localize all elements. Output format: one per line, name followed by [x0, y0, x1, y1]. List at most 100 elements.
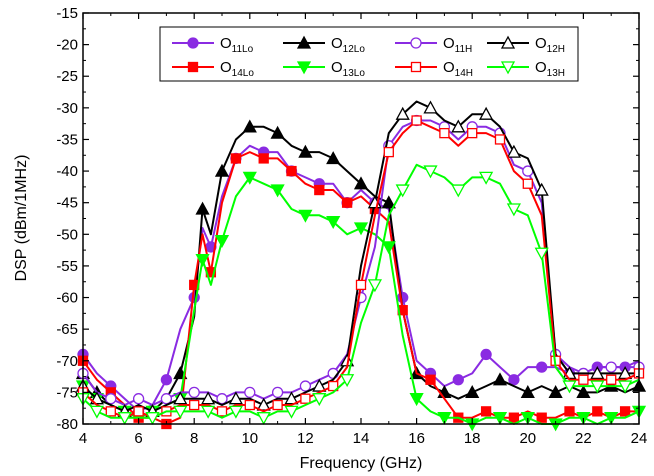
data-point — [270, 125, 285, 139]
data-point — [520, 385, 535, 399]
data-point — [590, 380, 605, 394]
x-tick-label: 20 — [519, 430, 536, 447]
data-point — [284, 391, 299, 405]
data-point — [508, 412, 520, 423]
x-axis-title: Frequency (GHz) — [300, 455, 423, 472]
legend-marker — [296, 35, 312, 49]
legend-marker — [500, 35, 516, 49]
data-point — [492, 372, 508, 386]
data-point — [173, 391, 188, 405]
x-tick-label: 24 — [631, 430, 648, 447]
data-point — [326, 216, 341, 230]
data-point — [340, 374, 355, 388]
data-point — [353, 222, 369, 236]
data-point — [606, 374, 617, 385]
data-point — [188, 386, 200, 399]
y-tick-label: -70 — [56, 353, 78, 370]
data-point — [508, 374, 520, 386]
y-tick-label: -45 — [56, 195, 78, 212]
legend-item-O14Lo: O14Lo — [172, 59, 254, 79]
data-point — [117, 412, 132, 426]
legend-label: O13Lo — [331, 59, 365, 79]
legend-item-O14H: O14H — [395, 59, 473, 79]
x-tick-label: 6 — [134, 430, 142, 447]
y-tick-label: -30 — [56, 100, 78, 117]
data-point — [534, 247, 549, 261]
legend-label: O11Lo — [220, 35, 254, 55]
legend-item-O13Lo: O13Lo — [283, 59, 365, 79]
legend-marker — [410, 37, 422, 49]
data-point — [228, 391, 243, 405]
data-point — [189, 399, 200, 411]
data-point — [216, 406, 228, 417]
data-point — [89, 405, 104, 419]
data-point — [451, 119, 466, 133]
data-point — [590, 366, 605, 380]
y-tick-label: -20 — [56, 37, 78, 54]
data-point — [341, 197, 353, 208]
data-point — [548, 385, 563, 399]
data-point — [604, 412, 619, 426]
legend-item-O12H: O12H — [487, 35, 565, 55]
data-point — [242, 171, 257, 185]
data-point — [423, 165, 438, 179]
data-point — [480, 348, 492, 361]
data-point — [536, 361, 548, 373]
y-tick-label: -35 — [56, 131, 78, 148]
data-point — [256, 397, 271, 411]
x-tick-label: 4 — [79, 430, 87, 447]
legend-label: O14Lo — [220, 59, 254, 79]
legend-label: O12H — [535, 35, 565, 55]
series-line — [82, 163, 640, 419]
data-point — [465, 385, 480, 399]
data-point — [299, 380, 312, 392]
data-point — [105, 406, 116, 417]
data-point — [326, 151, 341, 165]
legend-marker — [500, 61, 516, 75]
x-tick-label: 14 — [353, 430, 370, 447]
data-point — [244, 386, 256, 399]
data-point — [409, 393, 424, 407]
data-point — [230, 153, 242, 164]
data-point — [479, 106, 494, 120]
data-point — [312, 378, 327, 392]
x-tick-label: 10 — [241, 430, 258, 447]
data-point — [562, 380, 577, 394]
series-O14Lo — [77, 151, 639, 430]
data-point — [328, 380, 339, 392]
data-point — [381, 241, 396, 255]
y-tick-label: -25 — [56, 68, 78, 85]
x-tick-label: 8 — [190, 430, 198, 447]
data-point — [214, 163, 230, 177]
data-point — [216, 393, 228, 405]
data-point — [312, 393, 327, 407]
data-point — [271, 386, 284, 399]
y-tick-label: -15 — [56, 5, 78, 22]
data-point — [298, 209, 313, 223]
data-point — [534, 182, 549, 196]
data-point — [201, 405, 216, 419]
data-point — [578, 374, 589, 385]
y-tick-label: -75 — [56, 384, 78, 401]
data-point — [228, 405, 243, 419]
legend-label: O12Lo — [331, 35, 365, 55]
data-point — [536, 412, 547, 423]
data-point — [423, 100, 438, 114]
legend-label: O11H — [443, 35, 472, 55]
legend-item-O11Lo: O11Lo — [172, 35, 254, 55]
data-point — [452, 374, 464, 386]
legend: O11Lo O12Lo O14Lo O13Lo O11H O12H O14H O13H — [159, 26, 579, 82]
data-point — [160, 374, 173, 386]
data-point — [314, 184, 325, 196]
data-point — [244, 399, 255, 411]
data-point — [381, 195, 396, 209]
x-tick-label: 16 — [408, 430, 425, 447]
legend-item-O11H: O11H — [395, 35, 472, 55]
series-O13H — [75, 163, 640, 426]
data-point — [506, 203, 521, 217]
y-tick-label: -40 — [56, 163, 78, 180]
y-tick-label: -65 — [56, 321, 78, 338]
data-point — [383, 146, 394, 158]
axis-layer: 4 6 8 10 12 14 16 18 20 22 24 -15 -20 -25 -30 -35 -40 -45… — [56, 5, 647, 447]
